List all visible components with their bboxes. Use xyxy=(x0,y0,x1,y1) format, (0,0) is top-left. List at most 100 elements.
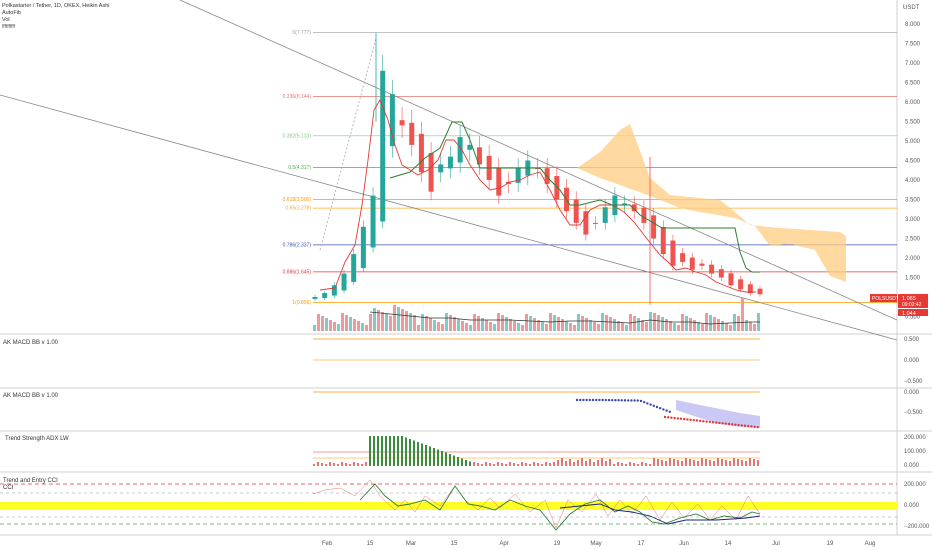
macd-dot xyxy=(673,416,676,420)
volume-bar xyxy=(677,325,680,331)
volume-bar xyxy=(401,309,404,331)
adx-bar xyxy=(509,462,511,466)
legend-extra[interactable]: ffffffffff xyxy=(2,24,16,30)
macd-dot xyxy=(670,416,673,419)
volume-bar xyxy=(581,316,584,331)
pane3-tick-2: 0.000 xyxy=(904,463,920,469)
volume-bar xyxy=(593,322,596,331)
volume-bar xyxy=(649,312,652,331)
macd-dot xyxy=(636,399,639,402)
adx-bar xyxy=(429,446,431,466)
price-tick: 7.000 xyxy=(905,61,921,67)
adx-bar xyxy=(597,460,599,466)
price-tick: 6.000 xyxy=(905,100,921,106)
legend-autofib[interactable]: AutoFib xyxy=(2,10,21,16)
adx-bar xyxy=(377,436,379,466)
pane3-title[interactable]: Trend Strength ADX LW xyxy=(5,436,69,442)
macd-dot xyxy=(699,419,702,423)
time-axis[interactable]: Feb 15 Mar 15 Apr 19 May 17 Jun 14 Jul 19 Aug xyxy=(322,541,876,547)
candle-body xyxy=(602,207,608,223)
candle-body xyxy=(757,288,763,295)
adx-bar xyxy=(337,464,339,466)
volume-bar xyxy=(513,321,516,331)
price-tick: 7.500 xyxy=(905,42,921,48)
volume-bar xyxy=(389,316,392,331)
adx-bar xyxy=(441,451,443,466)
chart-title[interactable]: Polkastarter / Tether, 1D, OKEX, Heikin … xyxy=(2,3,110,9)
macd-dots xyxy=(575,398,759,429)
macd-dot xyxy=(727,422,731,426)
volume-bar xyxy=(585,318,588,331)
legend-vol[interactable]: Vol xyxy=(2,17,10,23)
trend-lines[interactable] xyxy=(0,0,898,341)
volume-bar xyxy=(745,320,748,331)
price-tag-countdown: 09:02:42 xyxy=(902,302,922,308)
volume-bar xyxy=(661,317,664,331)
macd-dot xyxy=(611,398,614,402)
macd-dot xyxy=(627,399,630,402)
fib-label: 0.5(4.317) xyxy=(288,165,311,171)
adx-bar xyxy=(581,458,583,466)
macd-dot xyxy=(734,423,737,426)
volume-bar xyxy=(693,320,696,331)
volume-bar xyxy=(517,323,520,331)
pane-macd-1[interactable]: 0.500 0.000 −0.500 xyxy=(313,337,923,385)
macd-dot xyxy=(617,399,620,402)
macd-dot xyxy=(662,408,665,411)
price-tick: 4.000 xyxy=(905,178,921,184)
macd-dot xyxy=(756,425,759,429)
volume-bar xyxy=(637,318,640,331)
volume-bar xyxy=(433,320,436,331)
adx-bar xyxy=(749,458,751,466)
macd-dot xyxy=(630,399,633,402)
adx-bar xyxy=(625,464,627,466)
volume-bar xyxy=(705,313,708,331)
fib-label: 0.618(3.500) xyxy=(283,197,312,203)
candle-body xyxy=(747,284,753,294)
macd-dot xyxy=(655,405,659,409)
candle-body xyxy=(699,263,705,266)
candle-body xyxy=(322,293,328,298)
adx-bar xyxy=(397,436,399,466)
price-axis[interactable]: 8.000 7.500 7.000 6.500 6.000 5.500 5.000 4.500… xyxy=(905,22,921,321)
macd-dot xyxy=(753,425,756,428)
macd-dot xyxy=(689,418,692,421)
pane2-title[interactable]: AK MACD BB v 1.00 xyxy=(3,393,59,399)
price-tick: 4.500 xyxy=(905,159,921,165)
pane3-tick-0: 200.000 xyxy=(904,435,926,441)
volume-bar xyxy=(341,313,344,331)
pane1-title[interactable]: AK MACD BB v 1.00 xyxy=(3,340,59,346)
fib-label: 0.382(5.133) xyxy=(283,133,312,139)
cci-green-line xyxy=(359,483,761,531)
volume-bar xyxy=(453,317,456,331)
volume-bar xyxy=(349,317,352,331)
pane-macd-2[interactable]: 0.000 −0.500 xyxy=(313,390,923,429)
candle-body xyxy=(370,195,376,248)
volume-bar xyxy=(357,321,360,331)
time-tick: 19 xyxy=(827,541,834,547)
ichimoku-cloud xyxy=(577,124,846,282)
volume-bar xyxy=(565,321,568,331)
fib-label: 1(0.856) xyxy=(292,300,311,306)
pane4-title[interactable]: Trend and Entry CCI xyxy=(3,478,58,484)
fib-label: 0.886(1.645) xyxy=(283,269,312,275)
macd-dot xyxy=(643,401,646,404)
time-tick: 14 xyxy=(725,541,732,547)
macd-dot xyxy=(705,420,708,423)
adx-bar xyxy=(617,462,619,466)
pane-adx[interactable]: 200.000 100.000 0.000 xyxy=(313,435,926,469)
adx-bar xyxy=(653,458,655,466)
volume-bar xyxy=(333,322,336,331)
adx-bar xyxy=(353,462,355,466)
adx-bar xyxy=(545,462,547,466)
adx-bar xyxy=(573,462,575,466)
adx-bar xyxy=(681,461,683,466)
price-tick: 1.500 xyxy=(905,276,921,282)
pane-cci[interactable]: 200.000 0.000 −200.000 xyxy=(0,479,930,531)
volume-bar xyxy=(673,323,676,331)
macd-dot xyxy=(743,424,747,427)
adx-bar xyxy=(741,460,743,466)
price-tick: 8.000 xyxy=(905,22,921,28)
volume-bar xyxy=(657,315,660,331)
